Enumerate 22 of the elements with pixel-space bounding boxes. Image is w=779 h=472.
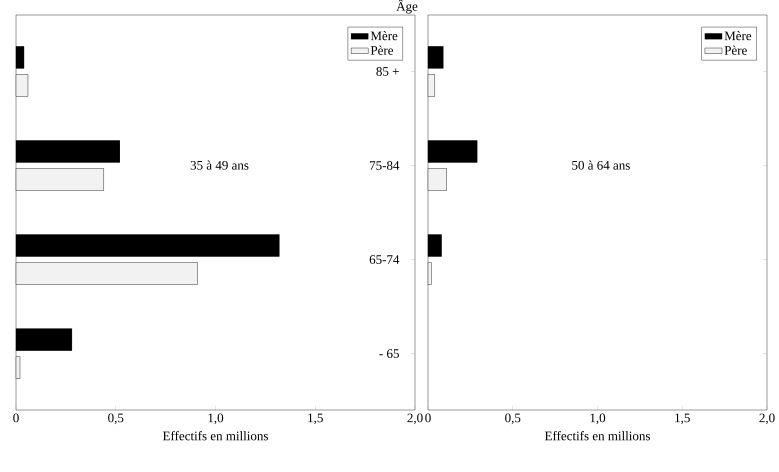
annotation: 50 à 64 ans xyxy=(572,160,630,170)
x-tick-label: 1,5 xyxy=(675,414,690,424)
x-tick-label: 0,5 xyxy=(505,414,520,424)
x-axis-title: Effectifs en millions xyxy=(162,431,268,440)
y-tick-label: 85 + xyxy=(376,67,399,76)
x-tick-label: 1,5 xyxy=(308,414,323,424)
y-tick-label: 65-74 xyxy=(370,255,400,264)
y-tick-label: - 65 xyxy=(379,349,399,358)
y-tick-label: 75-84 xyxy=(370,161,400,170)
x-tick-label: 2,0 xyxy=(759,414,775,424)
x-tick-label: 1,0 xyxy=(590,414,606,424)
x-tick-label: 0,5 xyxy=(108,414,124,424)
legend-label: Mère xyxy=(370,31,398,40)
legend-label: Père xyxy=(370,46,394,55)
x-tick-label: 2,0 xyxy=(407,414,423,424)
x-tick-label: 0 xyxy=(13,414,19,422)
x-axis-title: Effectifs en millions xyxy=(544,431,650,440)
annotation: 35 à 49 ans xyxy=(190,160,248,170)
legend-label: Père xyxy=(724,46,747,55)
x-tick-label: 0 xyxy=(425,414,431,422)
legend-label: Mère xyxy=(724,31,752,40)
x-tick-label: 1,0 xyxy=(208,414,224,424)
